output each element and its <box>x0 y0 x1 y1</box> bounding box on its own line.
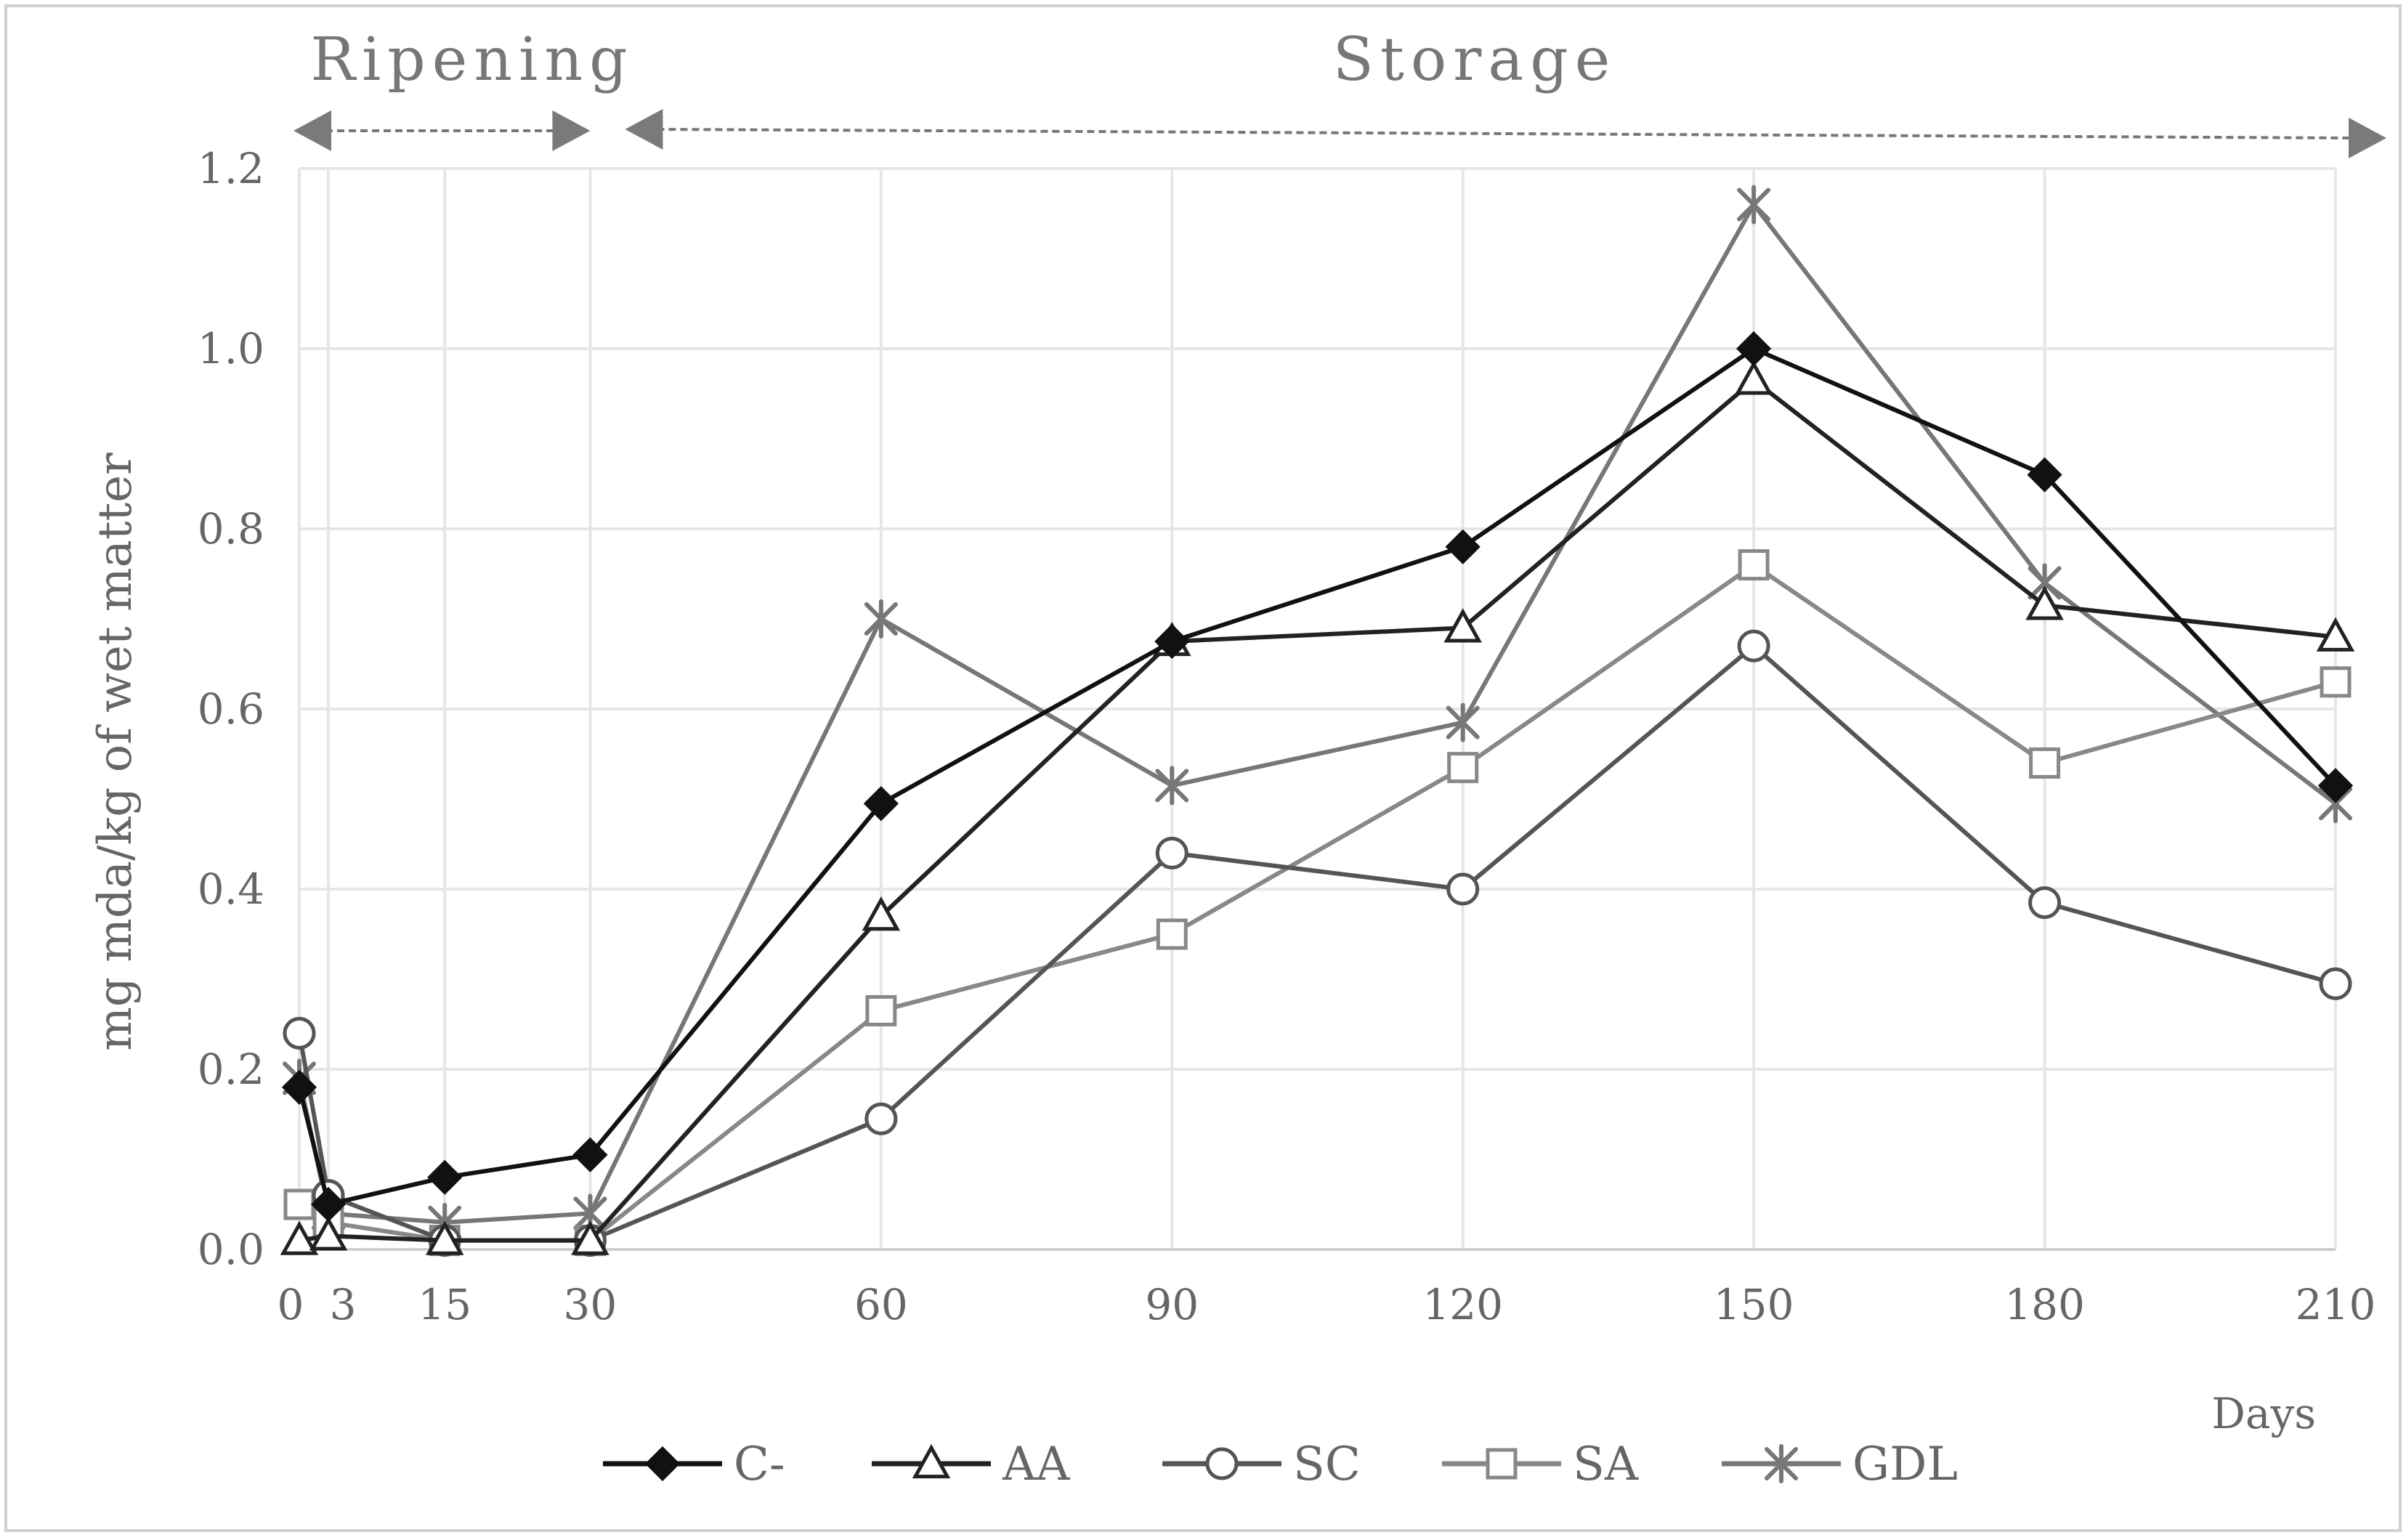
y-tick-label: 1.0 <box>198 324 264 373</box>
data-point <box>1445 529 1481 564</box>
legend-item: SA <box>1442 1438 1639 1491</box>
data-point <box>1738 549 1770 581</box>
x-tick-label: 15 <box>418 1280 471 1329</box>
x-tick-label: 210 <box>2296 1280 2376 1329</box>
data-point <box>1737 629 1770 662</box>
legend-label: SA <box>1573 1438 1639 1491</box>
data-point <box>865 994 897 1026</box>
data-point <box>283 1016 316 1050</box>
axes: 0.0 0.2 0.4 0.6 0.8 1.0 1.2 0 3 15 30 60 90 120 150 180… <box>198 144 2376 1329</box>
data-point <box>2319 967 2352 1000</box>
legend-label: AA <box>1002 1438 1070 1491</box>
x-tick-label: 30 <box>564 1280 617 1329</box>
data-point <box>309 1216 348 1251</box>
phase-annotations: Ripening Storage <box>293 25 2386 158</box>
legend-item: C- <box>603 1438 785 1491</box>
x-tick-label: 3 <box>330 1280 357 1329</box>
data-point <box>1446 872 1480 906</box>
y-tick-label: 0.8 <box>198 504 264 554</box>
data-point <box>1446 702 1480 742</box>
data-point <box>571 1220 609 1255</box>
chart-frame <box>4 4 2402 1532</box>
data-point <box>864 599 898 639</box>
y-tick-label: 0.2 <box>198 1045 264 1094</box>
data-point <box>1737 185 1771 224</box>
data-point <box>283 1188 315 1220</box>
data-point <box>2029 747 2061 779</box>
phase-arrow-head-left <box>625 109 663 150</box>
legend-marker <box>644 1446 681 1482</box>
phase-label: Ripening <box>310 25 633 94</box>
data-point <box>425 1220 464 1255</box>
x-tick-label: 120 <box>1422 1280 1503 1329</box>
y-tick-label: 0.0 <box>198 1225 264 1274</box>
x-tick-label: 60 <box>854 1280 908 1329</box>
data-point <box>2025 585 2064 620</box>
phase-arrow-head-right <box>2349 118 2386 158</box>
legend-marker <box>1765 1444 1798 1483</box>
phase-arrow-head-right <box>552 110 591 151</box>
data-point <box>1155 836 1188 870</box>
legend-marker <box>912 1443 951 1479</box>
data-point <box>310 1186 347 1223</box>
series-c <box>281 331 2354 1223</box>
series-line <box>298 562 2336 1243</box>
data-point <box>1154 623 1190 660</box>
data-point <box>572 1137 608 1172</box>
series-layer <box>280 185 2355 1257</box>
legend-item: GDL <box>1722 1438 1958 1491</box>
x-tick-label: 180 <box>2004 1280 2085 1329</box>
data-point <box>1443 608 1482 643</box>
legend-label: C- <box>734 1438 785 1491</box>
legend-item: AA <box>872 1438 1070 1491</box>
data-point <box>864 1102 898 1135</box>
legend-marker <box>1205 1447 1239 1480</box>
data-point <box>1447 752 1479 784</box>
series-line <box>299 378 2336 1243</box>
y-axis-title: mg mda/kg of wet matter <box>89 453 142 1051</box>
data-point <box>862 896 901 931</box>
data-point <box>427 1159 463 1195</box>
data-point <box>280 1220 319 1255</box>
phase-arrow-line <box>657 128 2355 139</box>
data-point <box>863 786 899 822</box>
data-point <box>2320 666 2352 698</box>
legend-label: GDL <box>1852 1438 1958 1491</box>
y-tick-label: 0.6 <box>198 684 264 734</box>
data-point <box>1734 360 1773 395</box>
phase-label: Storage <box>1333 25 1617 94</box>
phase-arrow-head-left <box>293 110 331 151</box>
series-line <box>297 644 2336 1243</box>
data-point <box>2316 617 2355 652</box>
data-point <box>2317 768 2354 803</box>
x-tick-label: 150 <box>1714 1280 1794 1329</box>
data-point <box>1736 331 1772 367</box>
x-axis-title: Days <box>2211 1389 2316 1438</box>
series-line <box>297 346 2338 1207</box>
data-point <box>281 1069 317 1105</box>
legend: C- AA SC SA GDL <box>603 1438 1958 1491</box>
x-tick-label: 0 <box>278 1280 304 1329</box>
data-point <box>1156 918 1188 950</box>
data-point <box>1155 766 1189 806</box>
y-tick-label: 1.2 <box>198 144 264 193</box>
series-sa <box>283 549 2352 1257</box>
legend-label: SC <box>1293 1438 1361 1491</box>
legend-item: SC <box>1162 1438 1361 1491</box>
y-tick-label: 0.4 <box>198 864 264 914</box>
data-point <box>2028 886 2062 920</box>
legend-marker <box>1486 1448 1518 1480</box>
data-point <box>2027 457 2062 493</box>
x-tick-label: 90 <box>1145 1280 1199 1329</box>
